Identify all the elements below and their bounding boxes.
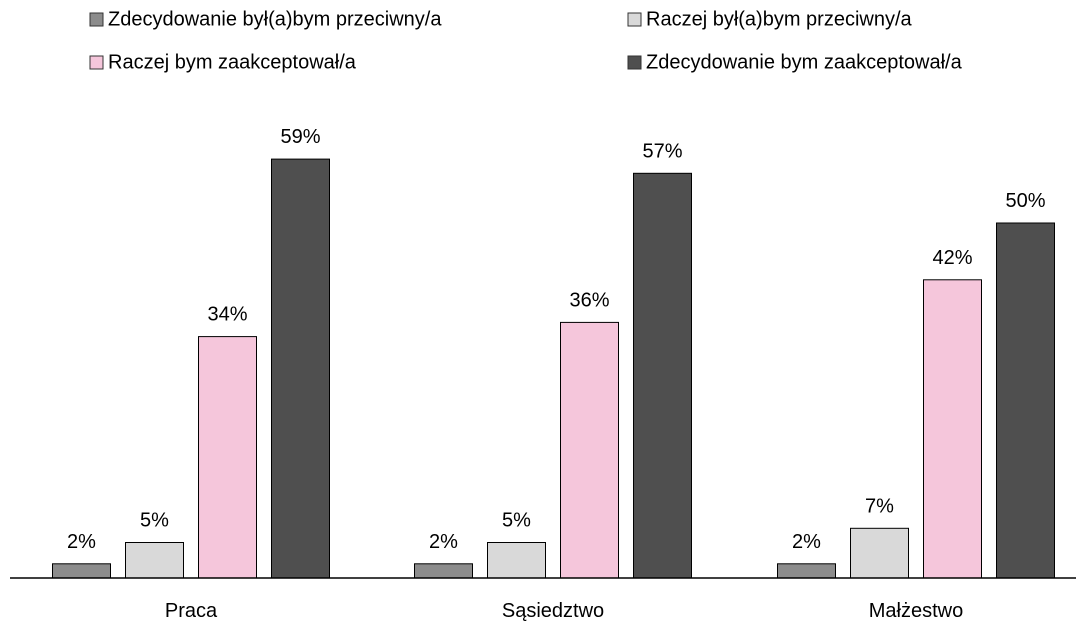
category-label: Sąsiedztwo (502, 600, 604, 622)
data-label: 5% (502, 510, 531, 532)
bar (923, 279, 982, 579)
legend-swatch (89, 55, 104, 70)
value-labels: 2% 5% 34% 59% 2% 5% 36% 57% 2% 7% 42% 50% (67, 126, 1046, 553)
bar (271, 158, 330, 579)
data-label: 36% (569, 289, 609, 311)
bar (52, 563, 111, 579)
bar (560, 321, 619, 579)
data-label: 2% (67, 531, 96, 553)
bar (487, 542, 546, 579)
data-label: 59% (280, 126, 320, 148)
data-label: 2% (792, 531, 821, 553)
data-label: 57% (642, 140, 682, 162)
bar (777, 563, 836, 579)
legend-label: Zdecydowanie był(a)bym przeciwny/a (108, 8, 442, 30)
legend-label: Raczej bym zaakceptował/a (108, 51, 357, 73)
legend: Zdecydowanie był(a)bym przeciwny/a Raczej… (89, 8, 963, 73)
data-label: 50% (1005, 190, 1045, 212)
legend-swatch (89, 12, 104, 27)
bar (125, 542, 184, 579)
bars (52, 158, 1055, 579)
data-label: 5% (140, 510, 169, 532)
legend-label: Raczej był(a)bym przeciwny/a (646, 8, 913, 30)
data-label: 42% (932, 247, 972, 269)
bar (633, 172, 692, 579)
data-label: 2% (429, 531, 458, 553)
category-label: Praca (165, 600, 218, 622)
category-labels: Praca Sąsiedztwo Małżestwo (165, 600, 963, 622)
legend-swatch (627, 12, 642, 27)
legend-swatch (627, 55, 642, 70)
bar (996, 222, 1055, 579)
bar (198, 336, 257, 579)
legend-label: Zdecydowanie bym zaakceptował/a (646, 51, 963, 73)
category-label: Małżestwo (869, 600, 963, 622)
bar (850, 527, 909, 579)
bar (414, 563, 473, 579)
data-label: 7% (865, 495, 894, 517)
data-label: 34% (207, 304, 247, 326)
